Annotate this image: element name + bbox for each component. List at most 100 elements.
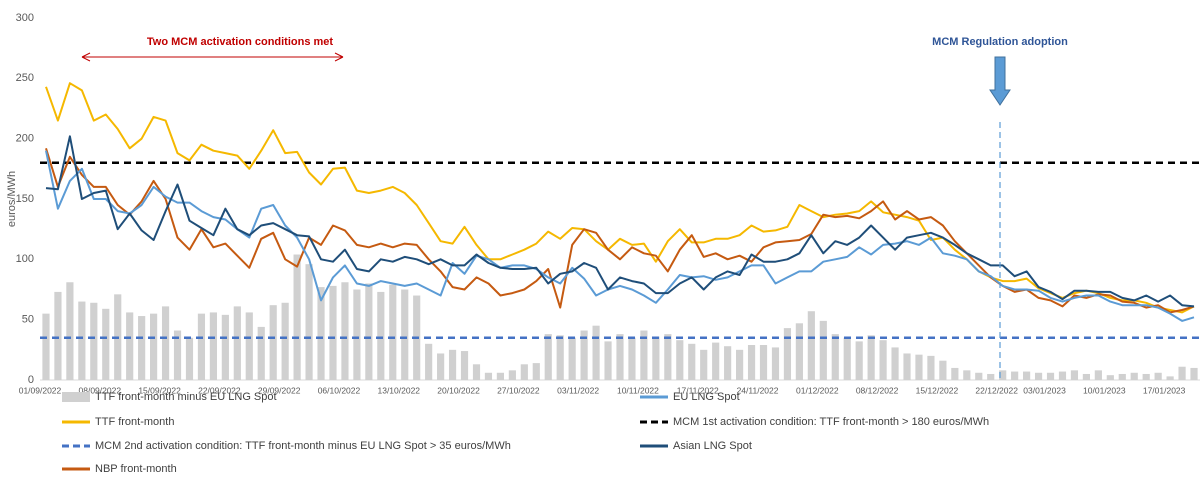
bar (1106, 375, 1114, 380)
legend-swatch (62, 392, 90, 402)
x-tick-label: 08/09/2022 (79, 385, 122, 395)
bar (520, 364, 528, 380)
x-tick-label: 03/11/2022 (557, 385, 599, 395)
bar (150, 313, 158, 380)
series-line (45, 135, 1195, 308)
y-tick-label: 200 (16, 133, 34, 145)
bar (90, 302, 98, 380)
bar (915, 354, 923, 380)
x-tick-label: 06/10/2022 (318, 385, 361, 395)
bar (987, 373, 995, 380)
bar (879, 340, 887, 380)
y-tick-label: 150 (16, 193, 34, 205)
bar (819, 320, 827, 380)
annotation: Two MCM activation conditions met (147, 36, 334, 48)
annotation: MCM Regulation adoption (932, 36, 1068, 48)
bar (197, 313, 206, 380)
bar (544, 334, 552, 380)
bar (556, 335, 564, 380)
bar (245, 312, 253, 380)
bar (963, 370, 971, 380)
x-tick-label: 01/09/2022 (19, 385, 62, 395)
arrow-head (81, 52, 344, 62)
bar (927, 355, 935, 380)
bar (1058, 371, 1067, 380)
bar (604, 341, 612, 380)
bar (389, 284, 397, 380)
bar (688, 343, 696, 380)
bar (508, 370, 516, 380)
bar (616, 334, 624, 380)
bar (161, 306, 170, 380)
bar (293, 254, 301, 380)
legend-label: TTF front-month (95, 416, 174, 428)
legend-label: TTF front-month minus EU LNG Spot (95, 391, 277, 403)
bar (855, 341, 863, 380)
series-line (45, 150, 1195, 322)
y-tick-label: 0 (28, 374, 34, 386)
bar (1070, 370, 1079, 380)
bar (771, 347, 780, 380)
legend-label: EU LNG Spot (673, 391, 740, 403)
x-tick-label: 17/01/2023 (1143, 385, 1186, 395)
x-tick-label: 10/11/2022 (617, 385, 659, 395)
bar (951, 367, 959, 380)
x-tick-label: 20/10/2022 (437, 385, 480, 395)
bar (1023, 371, 1031, 380)
x-tick-label: 29/09/2022 (258, 385, 301, 395)
bar (532, 363, 540, 380)
bar (353, 289, 361, 380)
bar (759, 345, 768, 380)
block-arrow (989, 56, 1011, 106)
bar (54, 291, 62, 380)
bar (138, 316, 146, 380)
bar (185, 337, 194, 380)
bar (1082, 373, 1090, 380)
bar (401, 289, 409, 380)
bar (903, 353, 911, 380)
bar (592, 325, 600, 380)
x-tick-label: 13/10/2022 (377, 385, 420, 395)
bar (472, 364, 481, 380)
bar (221, 314, 229, 380)
bar (66, 282, 74, 380)
bar (257, 326, 265, 380)
bar (700, 349, 708, 380)
bar (377, 291, 385, 380)
bar (736, 349, 744, 380)
y-axis-label: euros/MWh (6, 171, 18, 227)
bar (891, 347, 899, 380)
legend-label: MCM 1st activation condition: TTF front-… (673, 416, 989, 428)
bar (1142, 373, 1150, 380)
y-tick-label: 250 (16, 72, 34, 84)
bar (437, 353, 445, 380)
bar (496, 372, 504, 380)
bar (233, 306, 241, 380)
series-line (45, 148, 1195, 314)
bar (425, 343, 433, 380)
bar (317, 287, 325, 380)
y-tick-label: 50 (22, 314, 34, 326)
bar (747, 345, 756, 380)
bar (712, 342, 720, 380)
x-tick-label: 17/11/2022 (677, 385, 719, 395)
x-tick-label: 15/12/2022 (916, 385, 959, 395)
x-tick-label: 27/10/2022 (497, 385, 540, 395)
bar (867, 335, 875, 380)
bar (795, 323, 803, 380)
bar (1094, 370, 1102, 380)
x-tick-label: 08/12/2022 (856, 385, 899, 395)
x-tick-label: 22/09/2022 (198, 385, 241, 395)
bar (1166, 376, 1174, 380)
bar (365, 283, 373, 380)
bar (676, 340, 684, 380)
bar (269, 305, 277, 380)
bar (628, 337, 636, 380)
bar (1178, 366, 1186, 380)
bar (209, 312, 217, 380)
bar (999, 370, 1007, 380)
bar (78, 301, 86, 380)
bar (1130, 372, 1138, 380)
y-tick-label: 100 (16, 253, 34, 265)
